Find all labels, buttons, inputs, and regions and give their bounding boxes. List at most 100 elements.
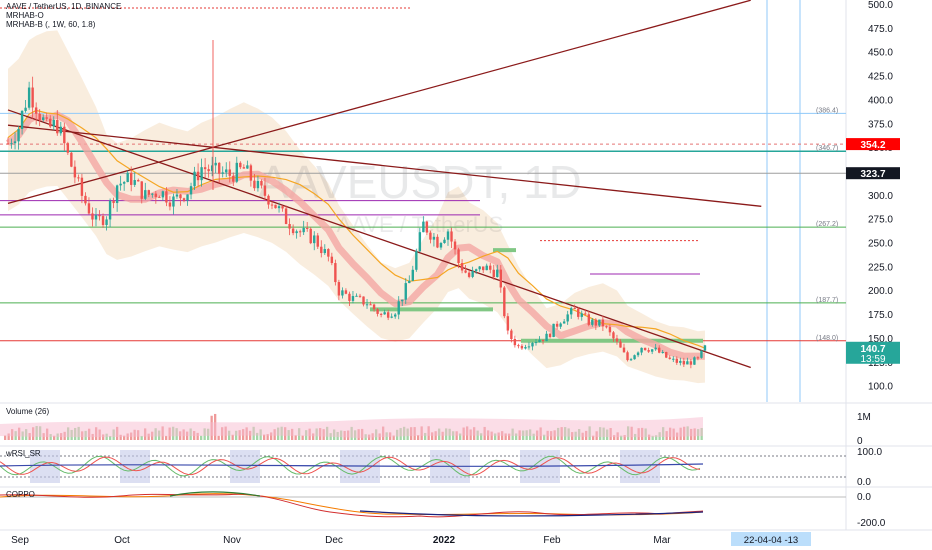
candle-body bbox=[404, 283, 407, 300]
volume-tick: 1M bbox=[857, 412, 871, 423]
candle-body bbox=[13, 141, 17, 144]
candle-body bbox=[267, 195, 270, 205]
watermark-symbol: AAVEUSDT, 1D bbox=[258, 156, 582, 208]
price-tick-label: 475.0 bbox=[868, 24, 893, 35]
candle-body bbox=[115, 185, 119, 204]
candle-body bbox=[545, 333, 548, 342]
envelope-band bbox=[8, 30, 705, 384]
volume-bar bbox=[424, 432, 427, 440]
candle-body bbox=[566, 314, 569, 322]
volume-bar bbox=[508, 433, 511, 440]
coppo-tick: 0.0 bbox=[857, 492, 871, 503]
volume-bar bbox=[165, 435, 168, 440]
candle-body bbox=[182, 198, 186, 201]
candle-body bbox=[390, 316, 393, 318]
candle-body bbox=[587, 314, 590, 325]
candle-body bbox=[228, 169, 231, 176]
time-axis-label: Sep bbox=[11, 535, 29, 546]
candle-body bbox=[10, 143, 13, 145]
candle-body bbox=[369, 304, 372, 306]
volume-bar bbox=[459, 433, 462, 440]
time-axis-label: Dec bbox=[325, 535, 343, 546]
candle-body bbox=[415, 251, 418, 270]
candle-body bbox=[552, 323, 555, 338]
candle-body bbox=[643, 347, 647, 351]
candle-body bbox=[122, 182, 126, 184]
candle-body bbox=[425, 221, 429, 233]
volume-bar bbox=[119, 434, 122, 440]
candle-body bbox=[175, 194, 179, 197]
candle-body bbox=[598, 319, 601, 326]
volume-bar bbox=[140, 435, 143, 440]
candle-body bbox=[344, 290, 348, 294]
price-tick-label: 400.0 bbox=[868, 95, 893, 106]
time-axis-label: Nov bbox=[223, 535, 241, 546]
coppo-average bbox=[359, 510, 704, 517]
volume-bar bbox=[490, 431, 493, 440]
candle-body bbox=[594, 319, 598, 326]
indicator-mrhab-o: MRHAB-O bbox=[6, 11, 44, 20]
volume-band bbox=[0, 417, 703, 438]
candle-body bbox=[436, 236, 439, 248]
level-label: (148.0) bbox=[816, 335, 838, 342]
candle-body bbox=[689, 361, 693, 365]
rsi-pane: 100.0 0.0 bbox=[0, 447, 882, 488]
candle-body bbox=[520, 345, 524, 349]
candle-body bbox=[355, 295, 358, 297]
candle-body bbox=[87, 203, 91, 214]
volume-bar bbox=[613, 435, 616, 440]
price-tick-label: 500.0 bbox=[868, 0, 893, 11]
candle-body bbox=[56, 120, 59, 134]
candle-body bbox=[218, 162, 221, 174]
volume-bar bbox=[200, 435, 203, 440]
rsi-average-line bbox=[0, 463, 704, 467]
level-label: (386.4) bbox=[816, 107, 838, 114]
candle-body bbox=[207, 169, 210, 172]
candle-body bbox=[679, 360, 682, 363]
candle-body bbox=[562, 321, 566, 324]
indicator-mrhab-b: MRHAB-B (, 1W, 60, 1.8) bbox=[6, 20, 96, 29]
candle-body bbox=[203, 167, 207, 170]
candle-body bbox=[323, 249, 326, 254]
price-tick-label: 450.0 bbox=[868, 48, 893, 59]
dark-level-badge: 323.7 bbox=[860, 169, 885, 180]
candle-body bbox=[151, 193, 154, 195]
trendline bbox=[7, 0, 751, 205]
candle-body bbox=[503, 287, 506, 317]
candle-body bbox=[700, 350, 703, 358]
rsi-tick: 0.0 bbox=[857, 477, 871, 488]
volume-bar bbox=[263, 434, 266, 440]
volume-bar bbox=[312, 433, 315, 440]
volume-bar bbox=[441, 431, 444, 440]
candle-body bbox=[249, 165, 253, 181]
red-level-badge-bg bbox=[846, 138, 900, 151]
candle-body bbox=[489, 265, 492, 270]
candle-body bbox=[91, 213, 94, 220]
volume-bar bbox=[494, 433, 497, 440]
candle-body bbox=[193, 171, 196, 187]
volume-bar bbox=[655, 435, 658, 440]
candle-body bbox=[34, 107, 38, 114]
time-axis-label: Mar bbox=[653, 535, 671, 546]
candle-body bbox=[548, 333, 552, 338]
candle-body bbox=[411, 269, 414, 281]
candle-body bbox=[693, 357, 696, 365]
candle-body bbox=[647, 350, 650, 352]
volume-bar bbox=[102, 434, 105, 440]
volume-bar bbox=[109, 435, 112, 440]
candle-body bbox=[270, 204, 274, 206]
candle-body bbox=[408, 280, 411, 284]
volume-bar bbox=[147, 433, 150, 440]
candle-body bbox=[482, 266, 485, 271]
candle-body bbox=[499, 269, 502, 288]
candle-body bbox=[682, 360, 686, 365]
rsi-tick: 100.0 bbox=[857, 447, 882, 458]
candle-body bbox=[45, 117, 48, 119]
candle-body bbox=[524, 347, 527, 349]
candle-body bbox=[108, 200, 112, 220]
candle-body bbox=[665, 351, 668, 358]
candle-body bbox=[422, 221, 425, 233]
candle-body bbox=[432, 236, 436, 240]
